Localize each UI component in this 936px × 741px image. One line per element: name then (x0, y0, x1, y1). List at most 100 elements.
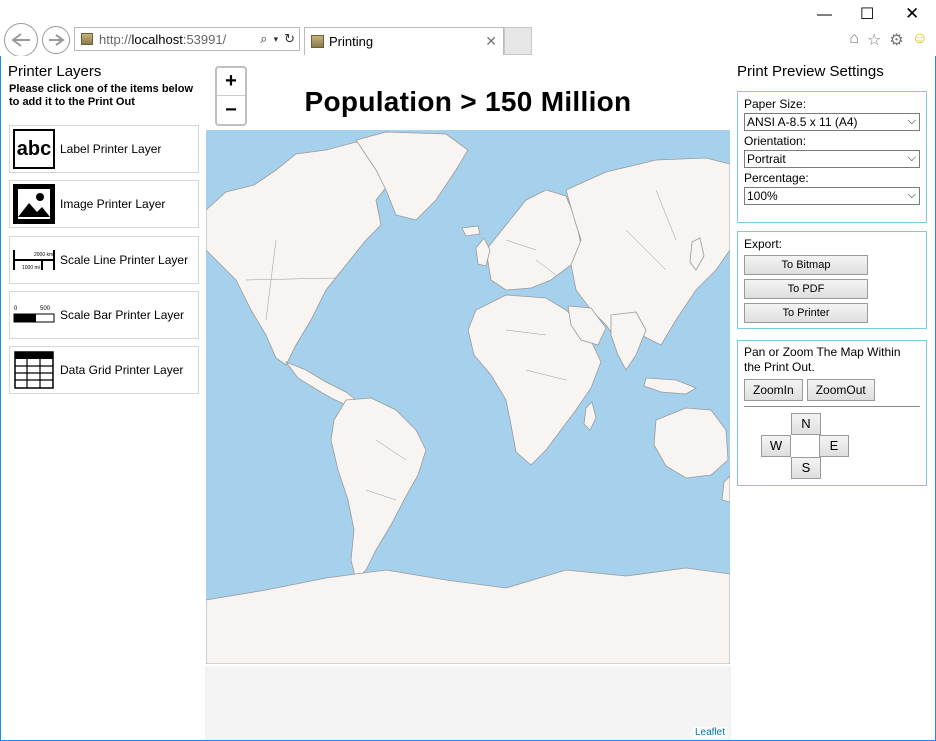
chevron-down-icon: ⌵ (907, 115, 916, 127)
dropdown-chevron-icon[interactable]: ▾ (273, 34, 279, 44)
close-tab-icon[interactable]: ✕ (485, 33, 497, 49)
leaflet-attribution-link[interactable]: Leaflet (692, 727, 727, 738)
tab-printing[interactable]: Printing ✕ (304, 27, 504, 55)
maximize-icon[interactable]: ☐ (860, 6, 875, 23)
image-printer-layer-item[interactable]: Image Printer Layer (9, 180, 199, 228)
pan-zoom-group: Pan or Zoom The Map Within the Print Out… (737, 340, 927, 486)
scale-bar-left-text: 0 (14, 306, 18, 312)
label-printer-layer-item[interactable]: abc Label Printer Layer (9, 125, 199, 173)
orientation-select[interactable]: Portrait ⌵ (744, 150, 920, 168)
close-window-icon[interactable]: ✕ (905, 4, 920, 23)
map-title: Population > 150 Million (304, 86, 632, 117)
to-pdf-button[interactable]: To PDF (744, 279, 868, 299)
data-grid-icon (12, 350, 56, 390)
data-grid-graphic (14, 351, 54, 389)
world-map[interactable] (206, 130, 730, 664)
favorites-star-icon[interactable]: ☆ (866, 32, 882, 49)
pan-west-button[interactable]: W (761, 435, 791, 457)
print-page: Population > 150 Million (205, 56, 731, 666)
percentage-select[interactable]: 100% ⌵ (744, 187, 920, 205)
to-printer-button[interactable]: To Printer (744, 303, 868, 323)
japan (689, 237, 705, 271)
new-zealand (721, 475, 730, 503)
scale-bar-right-text: 500 (40, 306, 51, 312)
url-prefix: http:// (99, 31, 132, 47)
layer-item-label: Label Printer Layer (60, 142, 162, 156)
compass-pad: N W E S (744, 407, 920, 479)
page-settings-group: Paper Size: ANSI A-8.5 x 11 (A4) ⌵ Orien… (737, 91, 927, 223)
paper-size-select[interactable]: ANSI A-8.5 x 11 (A4) ⌵ (744, 113, 920, 131)
data-grid-printer-layer-item[interactable]: Data Grid Printer Layer (9, 346, 199, 394)
layer-item-label: Image Printer Layer (60, 197, 166, 211)
indonesia (643, 377, 697, 395)
feedback-smiley-icon[interactable]: ☺ (911, 30, 928, 47)
percentage-label: Percentage: (744, 171, 809, 185)
layer-item-label: Scale Line Printer Layer (60, 253, 189, 267)
africa (467, 294, 602, 466)
orientation-value: Portrait (747, 152, 786, 166)
paper-size-value: ANSI A-8.5 x 11 (A4) (747, 115, 858, 129)
url-rest: :53991/ (182, 31, 227, 47)
print-preview-settings-panel: Print Preview Settings Paper Size: ANSI … (731, 56, 935, 740)
orientation-label: Orientation: (744, 134, 807, 148)
browser-chrome: http://localhost:53991/ ⌕ ▾ ↻ Printing ✕… (0, 0, 936, 57)
pan-east-button[interactable]: E (819, 435, 849, 457)
export-group: Export: To Bitmap To PDF To Printer (737, 231, 927, 329)
greenland (355, 131, 469, 221)
url-host: localhost (131, 31, 183, 47)
refresh-icon[interactable]: ↻ (284, 31, 295, 46)
settings-title: Print Preview Settings (737, 63, 884, 80)
australia (653, 407, 729, 479)
zoom-in-print-button[interactable]: ZoomIn (744, 379, 803, 401)
forward-button[interactable] (42, 26, 70, 54)
zoom-control: + − (215, 66, 247, 126)
address-bar[interactable]: http://localhost:53991/ ⌕ ▾ ↻ (74, 27, 300, 51)
export-label: Export: (744, 237, 783, 251)
zoom-in-button[interactable]: + (217, 68, 245, 96)
scale-bar-printer-layer-item[interactable]: 0 500 Scale Bar Printer Layer (9, 291, 199, 339)
label-text-icon: abc (12, 129, 56, 169)
india (610, 311, 647, 371)
country-borders (245, 189, 677, 501)
toolbar-icons: ⌂ ☆ ⚙ ☺ (849, 30, 928, 50)
madagascar (583, 401, 597, 431)
chevron-down-icon: ⌵ (907, 152, 916, 164)
zoom-out-button[interactable]: − (225, 98, 237, 121)
scale-bar-icon: 0 500 (12, 295, 56, 335)
arabian-peninsula (567, 305, 607, 346)
address-icons: ⌕ ▾ ↻ (260, 31, 295, 47)
minimize-icon[interactable]: — (817, 6, 832, 23)
page-favicon-icon (81, 33, 93, 45)
to-bitmap-button[interactable]: To Bitmap (744, 255, 868, 275)
pan-north-button[interactable]: N (791, 413, 821, 435)
chevron-down-icon: ⌵ (907, 189, 916, 201)
search-icon[interactable]: ⌕ (260, 31, 268, 46)
home-icon[interactable]: ⌂ (849, 30, 859, 47)
image-icon (12, 184, 56, 224)
map-viewport[interactable]: Population > 150 Million (205, 56, 731, 740)
image-picture-icon (13, 184, 55, 224)
iceland (461, 225, 481, 237)
layer-item-label: Data Grid Printer Layer (60, 363, 184, 377)
scale-bar-graphic: 0 500 (13, 306, 55, 323)
scale-line-graphic: 2000 km 1000 mi (13, 250, 55, 271)
panel-hint: Please click one of the items below to a… (9, 83, 194, 108)
north-america (206, 141, 397, 366)
scale-line-top-text: 2000 km (34, 252, 53, 258)
asia (565, 157, 730, 351)
land-masses (206, 131, 730, 664)
zoom-out-print-button[interactable]: ZoomOut (806, 379, 875, 401)
scale-line-icon: 2000 km 1000 mi (12, 240, 56, 280)
abc-glyph: abc (13, 129, 55, 169)
new-tab-button[interactable] (504, 27, 532, 55)
settings-gear-icon[interactable]: ⚙ (889, 32, 904, 49)
forward-arrow-icon (49, 34, 65, 46)
percentage-value: 100% (747, 189, 778, 203)
south-america (330, 397, 427, 581)
scale-line-printer-layer-item[interactable]: 2000 km 1000 mi Scale Line Printer Layer (9, 236, 199, 284)
printer-layers-panel: Printer Layers Please click one of the i… (1, 56, 205, 740)
pan-south-button[interactable]: S (791, 457, 821, 479)
back-button[interactable] (4, 23, 38, 57)
great-britain (475, 237, 491, 267)
back-arrow-icon (11, 33, 30, 47)
